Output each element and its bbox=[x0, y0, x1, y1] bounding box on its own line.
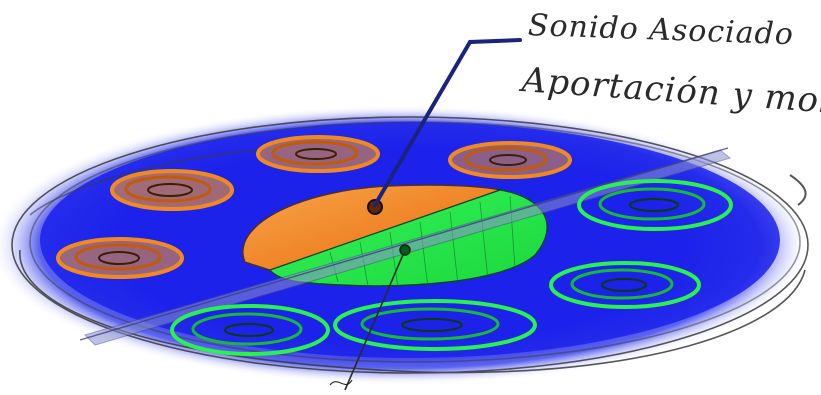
orange-ring-1 bbox=[110, 169, 234, 211]
green-ring-1 bbox=[577, 179, 733, 231]
center-green-hatching bbox=[329, 195, 516, 289]
green-ring-4 bbox=[170, 304, 330, 356]
green-marker-icon bbox=[399, 244, 411, 256]
green-rings bbox=[170, 179, 733, 356]
vertical-pencil-line bbox=[344, 249, 406, 391]
disc-pencil-outline bbox=[11, 116, 809, 374]
orange-ring-3 bbox=[448, 141, 572, 179]
leader-line bbox=[373, 38, 522, 207]
green-ring-2 bbox=[549, 261, 701, 309]
orange-ring-4 bbox=[56, 237, 184, 279]
center-orange-half bbox=[242, 184, 503, 271]
orange-rings bbox=[56, 135, 572, 279]
green-ring-3 bbox=[333, 299, 537, 351]
orange-ring-2 bbox=[256, 135, 380, 173]
